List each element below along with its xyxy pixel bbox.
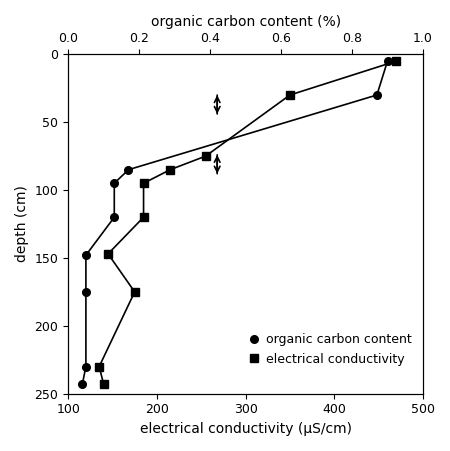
electrical conductivity (141, 215, 146, 220)
organic carbon content (126, 167, 131, 172)
electrical conductivity (96, 364, 102, 369)
organic carbon content (83, 364, 89, 369)
Line: electrical conductivity: electrical conductivity (95, 57, 400, 388)
Line: organic carbon content: organic carbon content (79, 57, 392, 388)
Legend: organic carbon content, electrical conductivity: organic carbon content, electrical condu… (242, 328, 417, 371)
organic carbon content (385, 58, 390, 64)
organic carbon content (80, 382, 85, 387)
organic carbon content (112, 180, 117, 186)
electrical conductivity (287, 92, 292, 98)
electrical conductivity (105, 251, 111, 257)
electrical conductivity (141, 180, 146, 186)
organic carbon content (374, 92, 379, 98)
electrical conductivity (132, 289, 137, 295)
X-axis label: organic carbon content (%): organic carbon content (%) (150, 15, 341, 29)
organic carbon content (112, 215, 117, 220)
electrical conductivity (394, 58, 399, 64)
electrical conductivity (101, 382, 106, 387)
organic carbon content (83, 253, 89, 258)
X-axis label: electrical conductivity (μS/cm): electrical conductivity (μS/cm) (140, 422, 351, 436)
electrical conductivity (167, 167, 173, 172)
electrical conductivity (203, 153, 208, 159)
organic carbon content (83, 289, 89, 295)
Y-axis label: depth (cm): depth (cm) (15, 185, 29, 262)
